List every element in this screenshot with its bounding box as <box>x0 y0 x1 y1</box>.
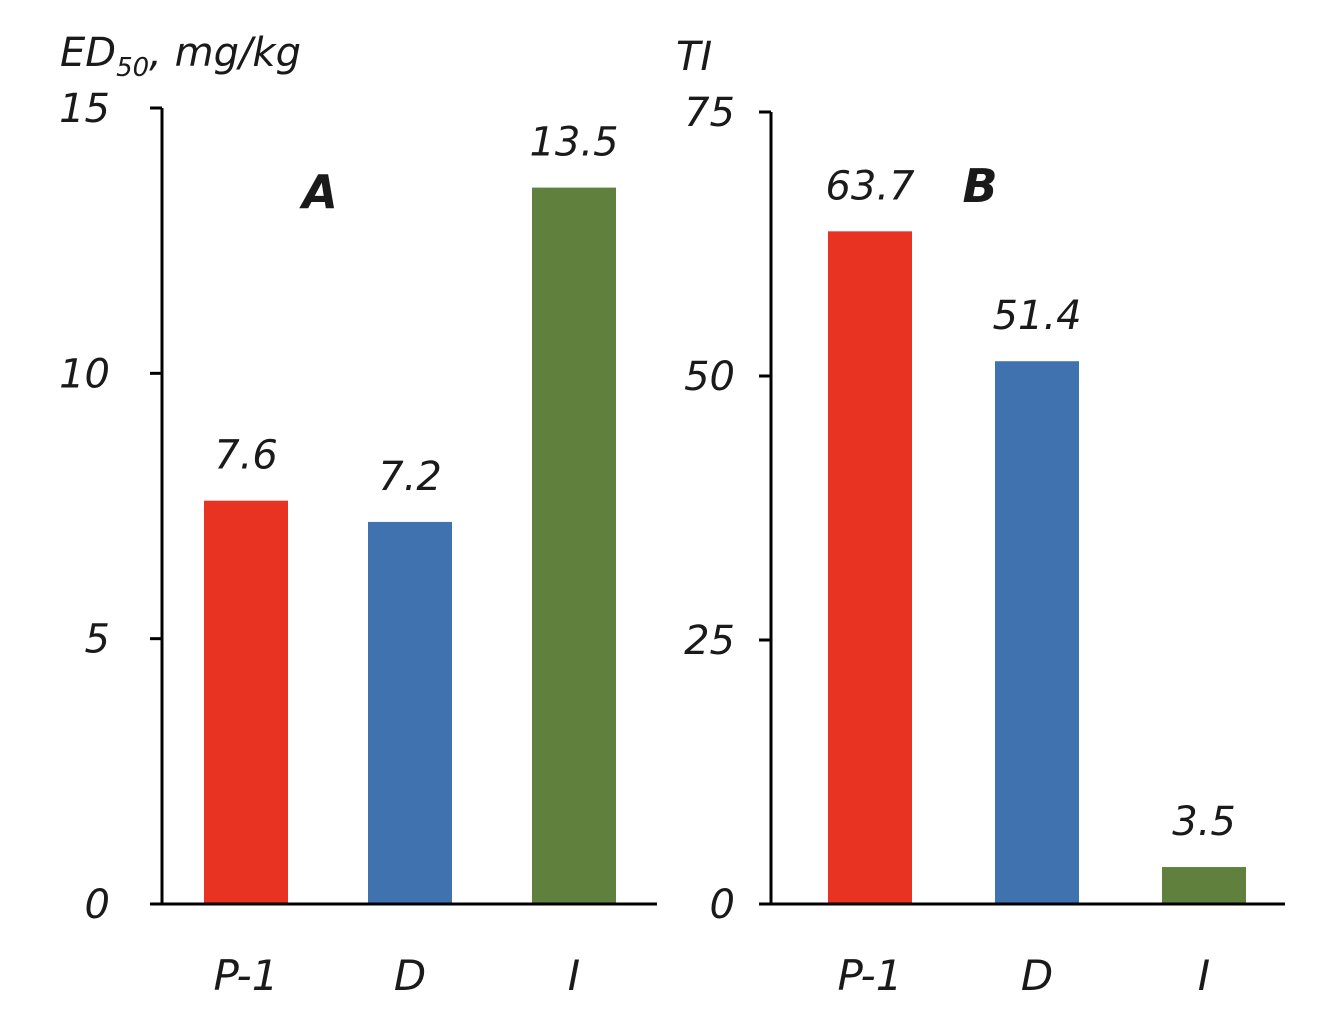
panel-b-bar-i <box>1162 867 1246 904</box>
panel-b-category-label-i: I <box>1198 951 1210 1000</box>
panel-a-y-tick-label-15: 15 <box>59 86 110 132</box>
panel-a-y-axis-label-subscript: 50 <box>116 53 149 83</box>
panel-a-label: A <box>299 165 338 219</box>
panel-a-data-label-d: 7.2 <box>378 454 442 500</box>
panel-b-y-tick-label-0: 0 <box>710 882 735 928</box>
panel-b-bar-p-1 <box>828 231 912 904</box>
panel-b-y-axis-label: TI <box>676 34 712 80</box>
panel-b-category-label-p-1: P-1 <box>838 951 903 1000</box>
panel-a-bar-p-1 <box>204 500 288 904</box>
panel-a-category-label-i: I <box>568 951 580 1000</box>
panel-b-category-label-d: D <box>1021 951 1053 1000</box>
panel-a-y-axis-label-main: ED <box>60 30 116 76</box>
panel-b-data-label-d: 51.4 <box>992 293 1081 339</box>
panel-b-y-tick-label-75: 75 <box>684 90 735 136</box>
panel-b-y-tick-label-50: 50 <box>684 354 735 400</box>
panel-a-bar-d <box>368 521 452 904</box>
panel-a-y-axis-label-suffix: , mg/kg <box>149 30 301 76</box>
panel-a-y-axis-label: ED50, mg/kg <box>60 30 301 83</box>
panel-a-y-tick-label-5: 5 <box>85 617 110 663</box>
panel-b-data-label-i: 3.5 <box>1172 799 1236 845</box>
panel-b-data-label-p-1: 63.7 <box>825 163 915 209</box>
panel-a-bar-i <box>532 187 616 905</box>
panel-b-bar-d <box>995 361 1079 904</box>
panel-a-category-label-d: D <box>394 951 426 1000</box>
panel-b-y-tick-label-25: 25 <box>684 618 735 664</box>
panel-a-data-label-p-1: 7.6 <box>214 433 278 479</box>
panel-a-y-tick-label-10: 10 <box>59 351 110 397</box>
panel-b-y-axis-label-main: TI <box>676 34 712 80</box>
panel-b-label: B <box>962 159 997 213</box>
panel-a-data-label-i: 13.5 <box>529 120 618 166</box>
panel-a-y-tick-label-0: 0 <box>85 882 110 928</box>
panel-a-category-label-p-1: P-1 <box>214 951 279 1000</box>
